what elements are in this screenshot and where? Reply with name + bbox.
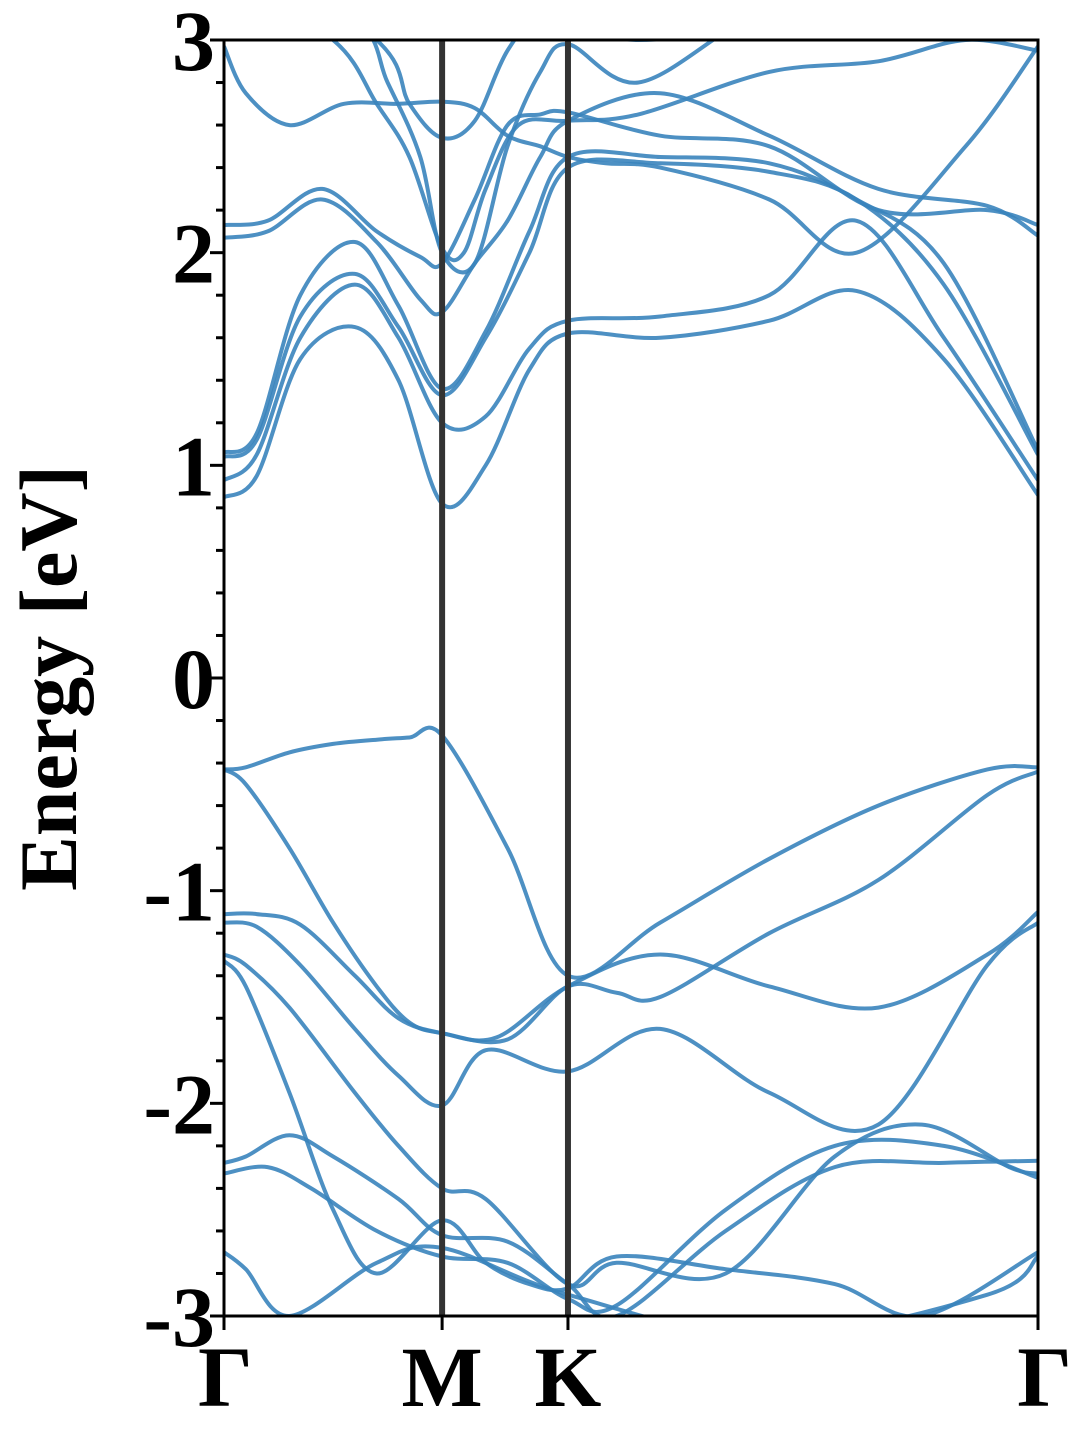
y-tick-label: 3 bbox=[172, 0, 215, 89]
band-line-1 bbox=[224, 725, 1038, 980]
y-tick-label: 1 bbox=[172, 418, 215, 514]
x-tick-label: Γ bbox=[1017, 1329, 1072, 1425]
y-tick-label: -2 bbox=[143, 1056, 215, 1152]
y-tick-label: 0 bbox=[172, 631, 215, 727]
band-line-9 bbox=[224, 1244, 1038, 1316]
y-tick-label: -3 bbox=[143, 1269, 215, 1365]
band-line-16 bbox=[224, 45, 1038, 256]
band-line-12 bbox=[224, 157, 1038, 459]
high-symmetry-dividers bbox=[439, 40, 571, 1316]
y-axis-ticks: -3 -2 -1 0 1 2 3 bbox=[143, 0, 224, 1365]
band-line-17 bbox=[329, 40, 1038, 263]
band-line-19 bbox=[373, 40, 675, 141]
x-tick-label: Γ bbox=[198, 1329, 253, 1425]
band-line-6 bbox=[224, 1133, 1038, 1316]
x-tick-label: M bbox=[402, 1329, 483, 1425]
band-line-11 bbox=[224, 218, 1038, 482]
y-tick-label: -1 bbox=[143, 844, 215, 940]
band-line-8 bbox=[224, 959, 1038, 1316]
band-lines bbox=[224, 40, 1038, 1316]
band-line-14 bbox=[224, 91, 1038, 317]
band-line-2 bbox=[224, 767, 1038, 1045]
y-axis-label: Energy [eV] bbox=[3, 465, 94, 891]
x-tick-label: K bbox=[535, 1329, 602, 1425]
band-line-4 bbox=[224, 920, 1038, 1133]
band-line-18 bbox=[370, 40, 717, 275]
band-line-10 bbox=[224, 288, 1038, 510]
y-tick-label: 2 bbox=[172, 206, 215, 302]
band-line-3 bbox=[224, 910, 1038, 1043]
